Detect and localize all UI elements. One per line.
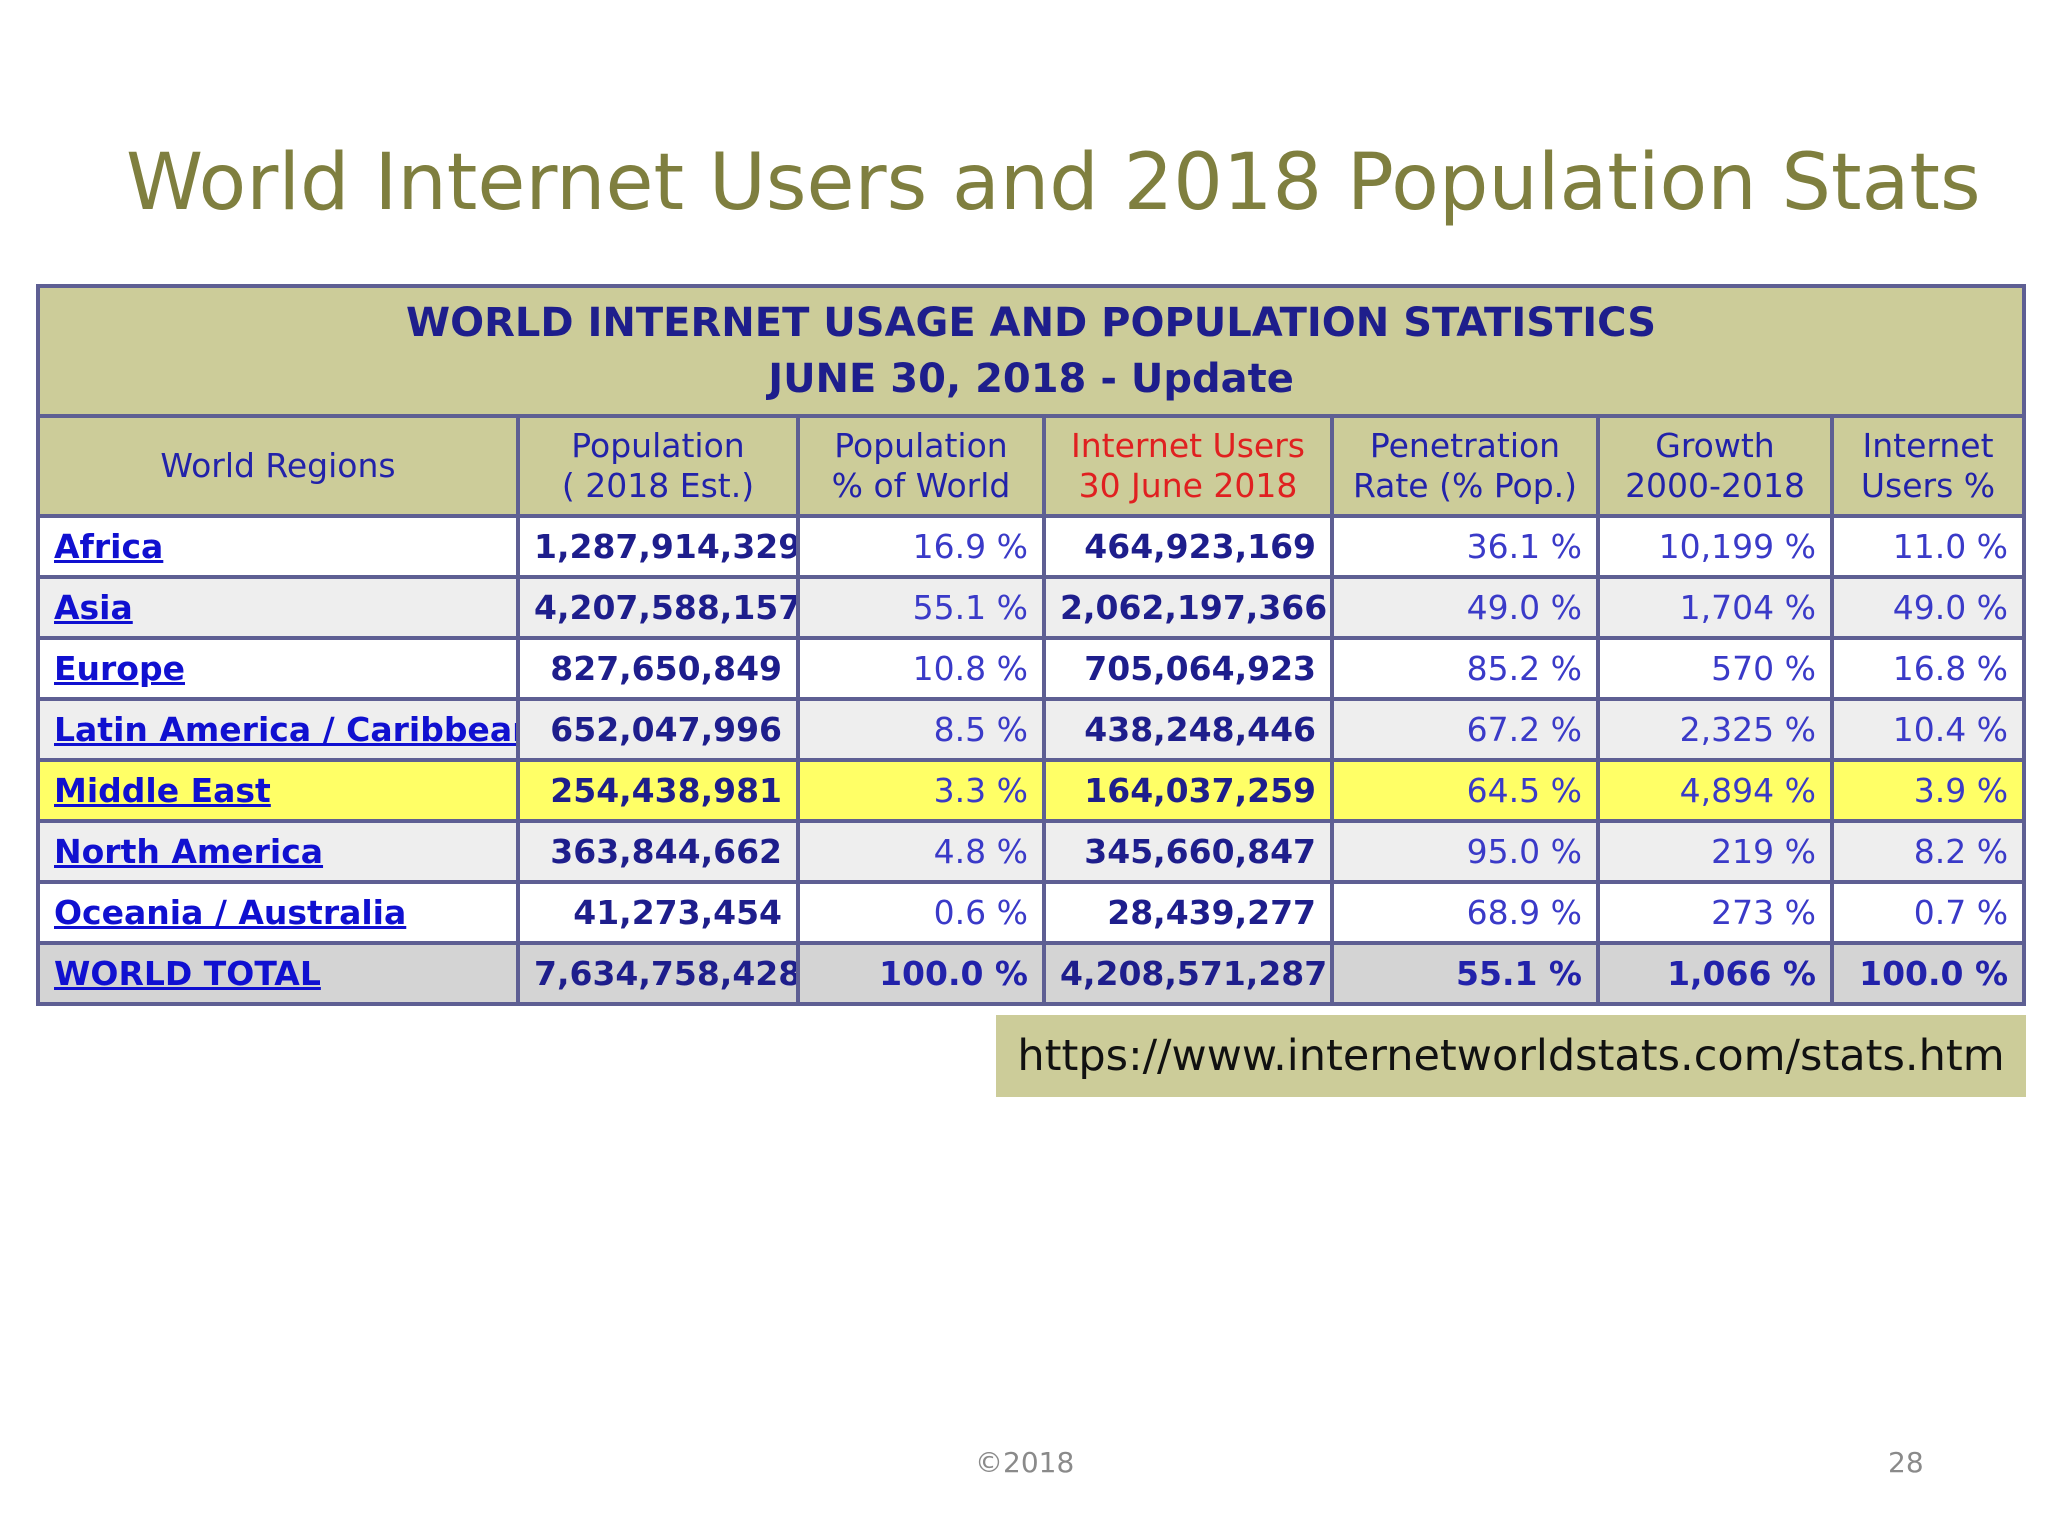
pct-world-cell: 55.1 % — [800, 579, 1042, 636]
header-world-regions: World Regions — [40, 418, 516, 514]
users-pct-cell: 10.4 % — [1834, 701, 2023, 758]
users-pct-cell: 11.0 % — [1834, 518, 2023, 575]
penetration-cell: 67.2 % — [1334, 701, 1596, 758]
internet-users-cell: 4,208,571,287 — [1046, 945, 1330, 1002]
population-cell: 827,650,849 — [520, 640, 796, 697]
internet-users-cell: 345,660,847 — [1046, 823, 1330, 880]
population-cell: 7,634,758,428 — [520, 945, 796, 1002]
population-cell: 1,287,914,329 — [520, 518, 796, 575]
internet-users-cell: 464,923,169 — [1046, 518, 1330, 575]
internet-users-cell: 164,037,259 — [1046, 762, 1330, 819]
penetration-cell: 55.1 % — [1334, 945, 1596, 1002]
population-cell: 254,438,981 — [520, 762, 796, 819]
table-row: Oceania / Australia 41,273,454 0.6 % 28,… — [40, 884, 2023, 941]
stats-table-container: WORLD INTERNET USAGE AND POPULATION STAT… — [36, 284, 2027, 1006]
header-pct-world: Population% of World — [800, 418, 1042, 514]
penetration-cell: 95.0 % — [1334, 823, 1596, 880]
penetration-cell: 68.9 % — [1334, 884, 1596, 941]
penetration-cell: 49.0 % — [1334, 579, 1596, 636]
growth-cell: 4,894 % — [1600, 762, 1830, 819]
users-pct-cell: 100.0 % — [1834, 945, 2023, 1002]
population-cell: 652,047,996 — [520, 701, 796, 758]
header-internet-users: Internet Users 30 June 2018 — [1046, 418, 1330, 514]
internet-stats-table: WORLD INTERNET USAGE AND POPULATION STAT… — [36, 284, 2027, 1006]
penetration-cell: 36.1 % — [1334, 518, 1596, 575]
internet-users-cell: 28,439,277 — [1046, 884, 1330, 941]
header-users-pct: Internet Users % — [1834, 418, 2023, 514]
internet-users-cell: 2,062,197,366 — [1046, 579, 1330, 636]
pct-world-cell: 4.8 % — [800, 823, 1042, 880]
pct-world-cell: 100.0 % — [800, 945, 1042, 1002]
header-penetration: Penetration Rate (% Pop.) — [1334, 418, 1596, 514]
region-link-oceania[interactable]: Oceania / Australia — [54, 893, 407, 932]
users-pct-cell: 16.8 % — [1834, 640, 2023, 697]
region-link-asia[interactable]: Asia — [54, 588, 133, 627]
pct-world-cell: 16.9 % — [800, 518, 1042, 575]
growth-cell: 2,325 % — [1600, 701, 1830, 758]
page-number: 28 — [1888, 1446, 1924, 1479]
users-pct-cell: 0.7 % — [1834, 884, 2023, 941]
internet-users-cell: 705,064,923 — [1046, 640, 1330, 697]
internet-users-cell: 438,248,446 — [1046, 701, 1330, 758]
growth-cell: 1,066 % — [1600, 945, 1830, 1002]
penetration-cell: 85.2 % — [1334, 640, 1596, 697]
table-row: Asia 4,207,588,157 55.1 % 2,062,197,366 … — [40, 579, 2023, 636]
header-row: World Regions Population( 2018 Est.) Pop… — [40, 418, 2023, 514]
table-row: North America 363,844,662 4.8 % 345,660,… — [40, 823, 2023, 880]
pct-world-cell: 8.5 % — [800, 701, 1042, 758]
pct-world-cell: 3.3 % — [800, 762, 1042, 819]
growth-cell: 219 % — [1600, 823, 1830, 880]
region-link-latin-america[interactable]: Latin America / Caribbean — [54, 710, 516, 749]
region-link-world-total[interactable]: WORLD TOTAL — [54, 954, 321, 993]
source-url-box[interactable]: https://www.internetworldstats.com/stats… — [996, 1015, 2026, 1097]
population-cell: 41,273,454 — [520, 884, 796, 941]
region-link-africa[interactable]: Africa — [54, 527, 164, 566]
region-link-europe[interactable]: Europe — [54, 649, 185, 688]
table-row: Latin America / Caribbean 652,047,996 8.… — [40, 701, 2023, 758]
table-row-highlighted: Middle East 254,438,981 3.3 % 164,037,25… — [40, 762, 2023, 819]
table-row-total: WORLD TOTAL 7,634,758,428 100.0 % 4,208,… — [40, 945, 2023, 1002]
users-pct-cell: 3.9 % — [1834, 762, 2023, 819]
pct-world-cell: 0.6 % — [800, 884, 1042, 941]
table-row: Europe 827,650,849 10.8 % 705,064,923 85… — [40, 640, 2023, 697]
growth-cell: 570 % — [1600, 640, 1830, 697]
growth-cell: 10,199 % — [1600, 518, 1830, 575]
slide-title: World Internet Users and 2018 Population… — [126, 138, 1981, 228]
caption-line1: WORLD INTERNET USAGE AND POPULATION STAT… — [405, 300, 1657, 346]
population-cell: 363,844,662 — [520, 823, 796, 880]
table-row: Africa 1,287,914,329 16.9 % 464,923,169 … — [40, 518, 2023, 575]
footer-copyright: ©2018 — [975, 1446, 1075, 1479]
population-cell: 4,207,588,157 — [520, 579, 796, 636]
users-pct-cell: 8.2 % — [1834, 823, 2023, 880]
caption-line2: JUNE 30, 2018 - Update — [768, 356, 1294, 402]
table-caption: WORLD INTERNET USAGE AND POPULATION STAT… — [40, 288, 2023, 414]
penetration-cell: 64.5 % — [1334, 762, 1596, 819]
header-growth: Growth 2000-2018 — [1600, 418, 1830, 514]
header-population: Population( 2018 Est.) — [520, 418, 796, 514]
growth-cell: 1,704 % — [1600, 579, 1830, 636]
region-link-middle-east[interactable]: Middle East — [54, 771, 271, 810]
region-link-north-america[interactable]: North America — [54, 832, 324, 871]
pct-world-cell: 10.8 % — [800, 640, 1042, 697]
users-pct-cell: 49.0 % — [1834, 579, 2023, 636]
growth-cell: 273 % — [1600, 884, 1830, 941]
